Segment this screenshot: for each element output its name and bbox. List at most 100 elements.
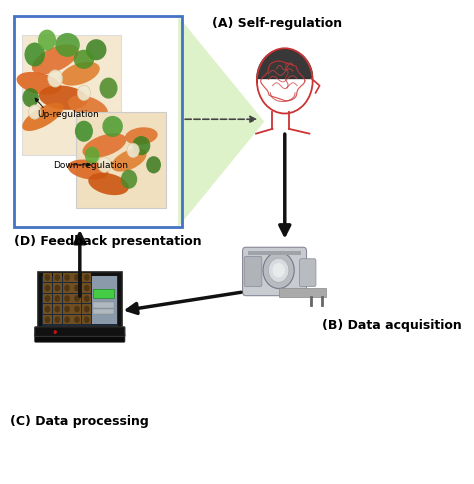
- Ellipse shape: [25, 44, 45, 67]
- Ellipse shape: [55, 34, 80, 58]
- Circle shape: [55, 274, 60, 281]
- FancyBboxPatch shape: [35, 334, 125, 343]
- Ellipse shape: [68, 160, 109, 180]
- Text: (B) Data acquisition: (B) Data acquisition: [322, 318, 461, 332]
- FancyBboxPatch shape: [63, 304, 72, 314]
- FancyBboxPatch shape: [82, 273, 91, 283]
- FancyBboxPatch shape: [53, 304, 62, 314]
- Circle shape: [273, 263, 285, 278]
- FancyBboxPatch shape: [73, 304, 82, 314]
- Circle shape: [64, 317, 70, 323]
- FancyBboxPatch shape: [244, 257, 262, 287]
- Ellipse shape: [60, 62, 100, 87]
- Circle shape: [84, 306, 90, 313]
- Ellipse shape: [68, 96, 108, 120]
- Circle shape: [84, 296, 90, 302]
- FancyBboxPatch shape: [73, 294, 82, 304]
- Circle shape: [45, 274, 50, 281]
- FancyBboxPatch shape: [35, 327, 125, 337]
- Circle shape: [74, 296, 80, 302]
- FancyBboxPatch shape: [63, 284, 72, 293]
- FancyBboxPatch shape: [76, 113, 166, 209]
- FancyBboxPatch shape: [93, 290, 114, 299]
- Circle shape: [28, 106, 41, 120]
- FancyBboxPatch shape: [53, 294, 62, 304]
- FancyBboxPatch shape: [73, 284, 82, 293]
- FancyBboxPatch shape: [43, 304, 52, 314]
- Circle shape: [45, 285, 50, 292]
- Circle shape: [268, 259, 289, 283]
- Text: (C) Data processing: (C) Data processing: [10, 414, 149, 427]
- Circle shape: [64, 274, 70, 281]
- Ellipse shape: [73, 51, 94, 70]
- FancyBboxPatch shape: [42, 276, 118, 327]
- Text: (D) Feedback presentation: (D) Feedback presentation: [14, 235, 202, 248]
- FancyBboxPatch shape: [53, 284, 62, 293]
- Circle shape: [84, 274, 90, 281]
- Circle shape: [55, 306, 60, 313]
- Circle shape: [54, 331, 57, 334]
- Circle shape: [55, 317, 60, 323]
- FancyBboxPatch shape: [43, 315, 52, 325]
- FancyBboxPatch shape: [92, 277, 117, 325]
- FancyBboxPatch shape: [53, 315, 62, 325]
- Circle shape: [55, 285, 60, 292]
- FancyBboxPatch shape: [43, 294, 52, 304]
- Ellipse shape: [132, 137, 150, 156]
- Circle shape: [74, 306, 80, 313]
- FancyBboxPatch shape: [22, 36, 121, 156]
- FancyBboxPatch shape: [93, 302, 114, 308]
- FancyBboxPatch shape: [63, 273, 72, 283]
- Circle shape: [84, 285, 90, 292]
- FancyBboxPatch shape: [63, 294, 72, 304]
- FancyBboxPatch shape: [300, 259, 316, 287]
- Ellipse shape: [121, 170, 137, 189]
- Circle shape: [45, 317, 50, 323]
- Circle shape: [74, 317, 80, 323]
- FancyBboxPatch shape: [82, 294, 91, 304]
- FancyBboxPatch shape: [93, 309, 114, 315]
- Circle shape: [45, 296, 50, 302]
- Polygon shape: [178, 17, 264, 227]
- Circle shape: [55, 296, 60, 302]
- Ellipse shape: [38, 30, 56, 52]
- FancyBboxPatch shape: [43, 284, 52, 293]
- Circle shape: [77, 86, 91, 101]
- Circle shape: [48, 71, 63, 88]
- Circle shape: [64, 285, 70, 292]
- FancyBboxPatch shape: [73, 273, 82, 283]
- Ellipse shape: [32, 45, 79, 75]
- Circle shape: [263, 253, 294, 289]
- Ellipse shape: [102, 117, 123, 137]
- Ellipse shape: [111, 149, 146, 172]
- FancyBboxPatch shape: [53, 273, 62, 283]
- FancyBboxPatch shape: [37, 272, 122, 331]
- FancyBboxPatch shape: [248, 252, 301, 256]
- FancyBboxPatch shape: [82, 284, 91, 293]
- FancyBboxPatch shape: [63, 315, 72, 325]
- Ellipse shape: [100, 78, 118, 99]
- Text: Up-regulation: Up-regulation: [37, 109, 99, 118]
- Ellipse shape: [82, 134, 126, 159]
- Polygon shape: [257, 50, 312, 84]
- Ellipse shape: [86, 40, 107, 61]
- Ellipse shape: [88, 173, 129, 196]
- FancyBboxPatch shape: [243, 248, 307, 296]
- Circle shape: [74, 274, 80, 281]
- Circle shape: [74, 285, 80, 292]
- Ellipse shape: [17, 73, 61, 95]
- Ellipse shape: [125, 128, 158, 146]
- Circle shape: [64, 306, 70, 313]
- FancyBboxPatch shape: [279, 288, 326, 297]
- Circle shape: [98, 158, 111, 173]
- Text: Down-regulation: Down-regulation: [53, 161, 128, 170]
- FancyBboxPatch shape: [82, 304, 91, 314]
- Text: (A) Self-regulation: (A) Self-regulation: [211, 17, 342, 30]
- Circle shape: [127, 144, 139, 158]
- FancyBboxPatch shape: [73, 315, 82, 325]
- Ellipse shape: [39, 86, 88, 111]
- Ellipse shape: [75, 121, 93, 142]
- Ellipse shape: [22, 89, 39, 108]
- FancyBboxPatch shape: [43, 273, 52, 283]
- Ellipse shape: [85, 147, 100, 165]
